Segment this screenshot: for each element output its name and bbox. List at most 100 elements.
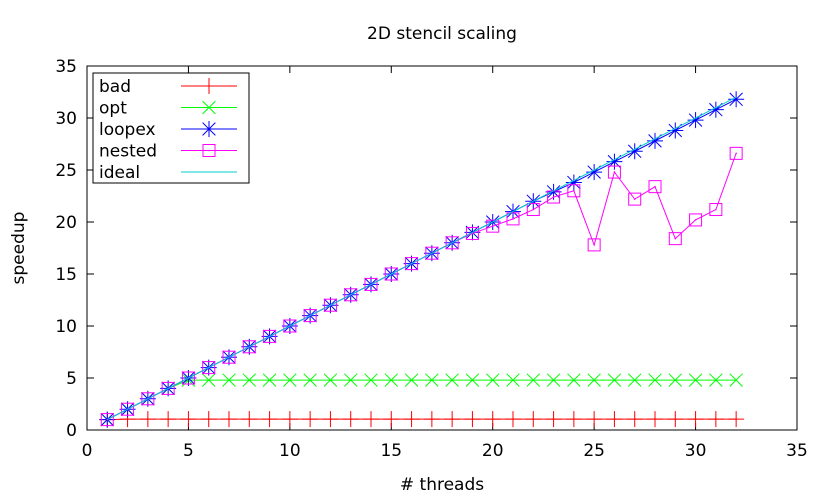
data-point-nested — [648, 180, 662, 194]
plot-frame — [86, 65, 798, 431]
data-point-bad — [383, 411, 400, 428]
data-point-bad — [606, 411, 623, 428]
data-point-bad — [281, 411, 298, 428]
marker-stroke — [364, 277, 378, 291]
marker-stroke — [161, 381, 175, 395]
data-point-opt — [506, 373, 520, 387]
data-point-loopex — [687, 112, 704, 129]
marker-stroke — [141, 392, 155, 406]
series-line-ideal — [107, 96, 737, 421]
marker-stroke — [506, 212, 520, 226]
data-point-opt — [262, 373, 277, 387]
series-line-opt — [107, 379, 737, 421]
series-nested — [100, 146, 743, 427]
data-point-bad — [505, 411, 521, 428]
x-tick-label: 10 — [279, 441, 301, 461]
data-point-bad — [444, 411, 461, 428]
marker-stroke — [648, 180, 662, 194]
data-point-nested — [668, 232, 682, 246]
data-point-opt — [709, 373, 723, 387]
data-point-opt — [384, 373, 399, 387]
x-tick-label: 25 — [583, 441, 605, 461]
marker-dot — [654, 185, 656, 188]
data-point-bad — [667, 411, 684, 428]
data-point-nested — [709, 203, 723, 217]
data-point-opt — [323, 373, 338, 387]
data-point-bad — [180, 411, 197, 428]
data-point-loopex — [647, 132, 663, 149]
legend-item-opt: opt — [99, 99, 237, 119]
marker-stroke — [689, 213, 703, 227]
data-point-bad — [728, 411, 745, 428]
marker-stroke — [425, 373, 439, 387]
marker-dot — [208, 149, 210, 152]
data-point-opt — [546, 373, 561, 387]
data-point-bad — [261, 411, 278, 428]
marker-stroke — [364, 373, 378, 387]
data-point-bad — [423, 411, 440, 428]
marker-stroke — [404, 373, 419, 387]
data-point-loopex — [586, 164, 603, 181]
data-point-nested — [587, 238, 601, 252]
x-tick-label: 35 — [786, 441, 808, 461]
data-point-nested — [628, 192, 642, 206]
data-point-opt — [729, 373, 743, 387]
y-tick-label: 0 — [66, 421, 77, 441]
series-ideal — [107, 96, 737, 421]
marker-dot — [532, 208, 535, 211]
marker-stroke — [567, 184, 581, 198]
y-tick-label: 30 — [55, 109, 77, 129]
data-point-nested — [506, 212, 520, 226]
legend-marker — [202, 144, 216, 157]
marker-stroke — [242, 373, 257, 387]
data-point-nested — [486, 219, 500, 233]
marker-stroke — [343, 373, 358, 387]
marker-stroke — [567, 373, 581, 387]
marker-stroke — [465, 226, 479, 240]
data-point-bad — [484, 411, 501, 428]
marker-stroke — [627, 373, 642, 387]
data-point-opt — [222, 373, 236, 387]
marker-stroke — [425, 246, 439, 260]
data-point-bad — [707, 411, 724, 428]
data-point-opt — [668, 373, 683, 387]
y-tick-label: 15 — [55, 265, 77, 285]
data-point-loopex — [728, 91, 745, 108]
data-point-nested — [526, 203, 540, 217]
marker-stroke — [405, 257, 419, 271]
data-point-loopex — [707, 101, 724, 118]
marker-stroke — [668, 373, 683, 387]
marker-dot — [512, 218, 514, 220]
marker-stroke — [729, 146, 743, 160]
y-tick-label: 35 — [55, 57, 77, 77]
legend-item-bad: bad — [99, 77, 237, 97]
legend-label: loopex — [99, 120, 156, 140]
data-point-nested — [567, 184, 581, 198]
marker-stroke — [384, 267, 398, 281]
marker-dot — [593, 244, 595, 246]
marker-stroke — [222, 373, 236, 387]
marker-stroke — [323, 298, 337, 312]
data-point-opt — [567, 373, 581, 387]
y-tick-label: 20 — [55, 213, 77, 233]
marker-stroke — [607, 373, 622, 387]
data-point-opt — [445, 373, 459, 387]
marker-stroke — [202, 100, 216, 115]
data-point-bad — [586, 411, 603, 428]
marker-stroke — [344, 288, 358, 302]
marker-dot — [735, 152, 737, 155]
marker-stroke — [526, 203, 540, 217]
marker-stroke — [283, 319, 297, 333]
legend-box — [92, 72, 250, 184]
marker-stroke — [546, 185, 561, 199]
chart-title: 2D stencil scaling — [367, 24, 517, 44]
marker-stroke — [709, 203, 723, 217]
data-point-bad — [545, 411, 562, 428]
marker-stroke — [668, 232, 682, 246]
data-point-bad — [322, 411, 339, 428]
marker-dot — [552, 196, 555, 198]
data-point-nested — [729, 146, 743, 160]
data-point-opt — [303, 373, 317, 387]
marker-stroke — [201, 373, 216, 387]
